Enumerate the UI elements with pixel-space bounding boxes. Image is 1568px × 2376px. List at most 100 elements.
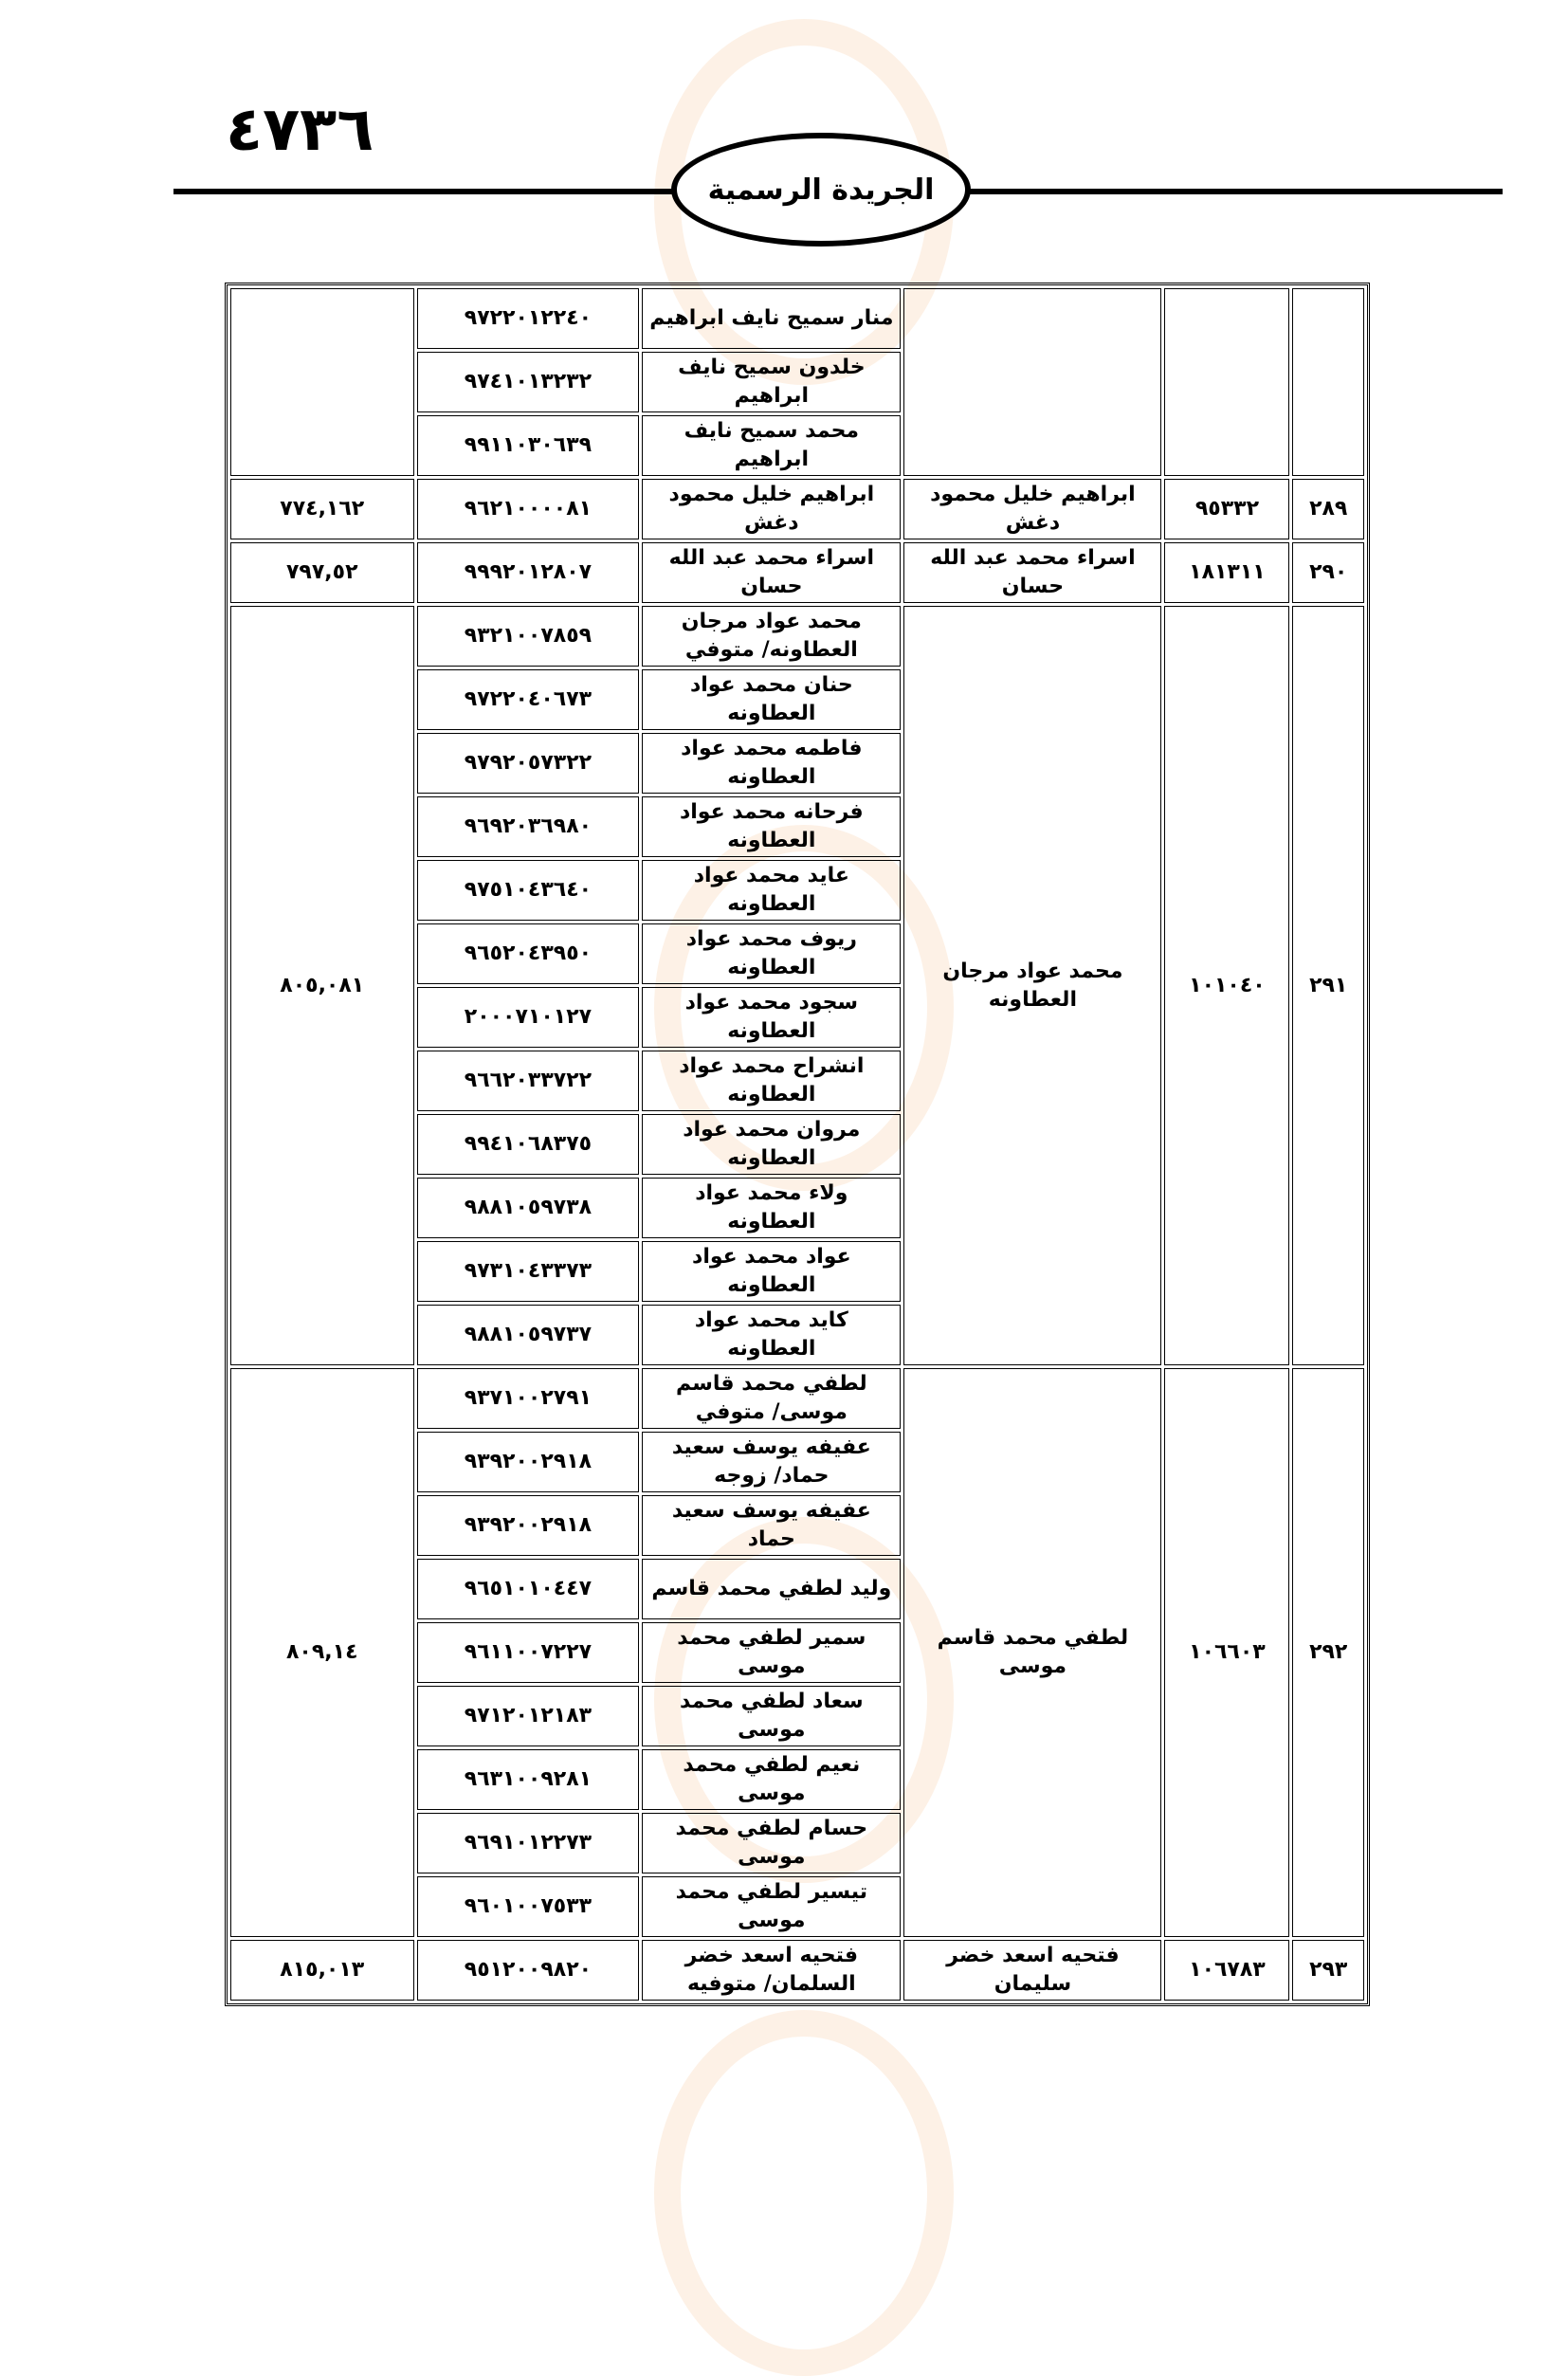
table-row: نعيم لطفي محمد موسى ٩٦٣١٠٠٩٢٨١ <box>230 1749 1364 1810</box>
national-id-cell: ٩٦٩١٠١٢٢٧٣ <box>416 1813 640 1873</box>
heir-name-cell: اسراء محمد عبد الله حسان <box>642 542 902 603</box>
national-id-cell: ٩٦٥٢٠٤٣٩٥٠ <box>416 923 640 984</box>
heir-name-cell: خلدون سميح نايف ابراهيم <box>642 352 902 412</box>
number-cell: ٩٥٣٣٢ <box>1164 479 1290 539</box>
national-id-cell: ٩٣٢١٠٠٧٨٥٩ <box>416 606 640 667</box>
page-number: ٤٧٣٦ <box>226 95 374 165</box>
table-row: وليد لطفي محمد قاسم ٩٦٥١٠١٠٤٤٧ <box>230 1559 1364 1619</box>
heir-name-cell: فرحانه محمد عواد العطاونه <box>642 796 902 857</box>
table-row: محمد سميح نايف ابراهيم ٩٩١١٠٣٠٦٣٩ <box>230 415 1364 476</box>
heir-name-cell: عواد محمد عواد العطاونه <box>642 1241 902 1302</box>
heir-name-cell: تيسير لطفي محمد موسى <box>642 1876 902 1937</box>
number-cell: ١٠٦٦٠٣ <box>1164 1368 1290 1937</box>
heirs-table: منار سميح نايف ابراهيم ٩٧٢٢٠١٢٢٤٠ خلدون سم… <box>225 283 1370 2006</box>
heir-name-cell: محمد سميح نايف ابراهيم <box>642 415 902 476</box>
deceased-name-cell <box>903 288 1162 476</box>
national-id-cell: ٩٦١١٠٠٧٢٢٧ <box>416 1622 640 1683</box>
heir-name-cell: محمد عواد مرجان العطاونه/ متوفي <box>642 606 902 667</box>
table-row: ٢٨٩ ٩٥٣٣٢ ابراهيم خليل محمود دغش ابراهيم خل… <box>230 479 1364 539</box>
amount-cell: ٧٩٧,٥٢ <box>230 542 414 603</box>
amount-cell <box>230 288 414 476</box>
table-row: سمير لطفي محمد موسى ٩٦١١٠٠٧٢٢٧ <box>230 1622 1364 1683</box>
national-id-cell: ٩٧٩٢٠٥٧٣٢٢ <box>416 733 640 794</box>
deceased-name-cell: اسراء محمد عبد الله حسان <box>903 542 1162 603</box>
national-id-cell: ٩٦٣١٠٠٩٢٨١ <box>416 1749 640 1810</box>
gazette-header-oval: الجريدة الرسمية <box>671 133 971 247</box>
table-row: ريوف محمد عواد العطاونه ٩٦٥٢٠٤٣٩٥٠ <box>230 923 1364 984</box>
national-id-cell: ٩٣٧١٠٠٢٧٩١ <box>416 1368 640 1429</box>
watermark-logo <box>654 2010 954 2376</box>
national-id-cell: ٩٦٢١٠٠٠٠٨١ <box>416 479 640 539</box>
national-id-cell: ٩٦٩٢٠٣٦٩٨٠ <box>416 796 640 857</box>
serial-cell: ٢٩١ <box>1292 606 1364 1365</box>
national-id-cell: ٩٨٨١٠٥٩٧٣٨ <box>416 1178 640 1238</box>
national-id-cell: ٩٧١٢٠١٢١٨٣ <box>416 1686 640 1746</box>
deceased-name-cell: ابراهيم خليل محمود دغش <box>903 479 1162 539</box>
table-row: عفيفه يوسف سعيد حماد ٩٣٩٢٠٠٢٩١٨ <box>230 1495 1364 1556</box>
number-cell <box>1164 288 1290 476</box>
table-row: مروان محمد عواد العطاونه ٩٩٤١٠٦٨٣٧٥ <box>230 1114 1364 1175</box>
table-row: سعاد لطفي محمد موسى ٩٧١٢٠١٢١٨٣ <box>230 1686 1364 1746</box>
national-id-cell: ٩٦٠١٠٠٧٥٣٣ <box>416 1876 640 1937</box>
heir-name-cell: وليد لطفي محمد قاسم <box>642 1559 902 1619</box>
table-row: ٢٩٠ ١٨١٣١١ اسراء محمد عبد الله حسان اسراء م… <box>230 542 1364 603</box>
table-row: منار سميح نايف ابراهيم ٩٧٢٢٠١٢٢٤٠ <box>230 288 1364 476</box>
national-id-cell: ٩٦٥١٠١٠٤٤٧ <box>416 1559 640 1619</box>
heir-name-cell: نعيم لطفي محمد موسى <box>642 1749 902 1810</box>
national-id-cell: ٩٩٤١٠٦٨٣٧٥ <box>416 1114 640 1175</box>
heir-name-cell: ولاء محمد عواد العطاونه <box>642 1178 902 1238</box>
table-row: ٢٩٢ ١٠٦٦٠٣ لطفي محمد قاسم موسى لطفي محمد قا… <box>230 1368 1364 1937</box>
heir-name-cell: لطفي محمد قاسم موسى/ متوفي <box>642 1368 902 1429</box>
table-row: انشراح محمد عواد العطاونه ٩٦٦٢٠٣٣٧٢٢ <box>230 1051 1364 1111</box>
table-row: عايد محمد عواد العطاونه ٩٧٥١٠٤٣٦٤٠ <box>230 860 1364 921</box>
amount-cell: ٨٠٥,٠٨١ <box>230 606 414 1365</box>
table-row: حنان محمد عواد العطاونه ٩٧٢٢٠٤٠٦٧٣ <box>230 669 1364 730</box>
serial-cell: ٢٩٠ <box>1292 542 1364 603</box>
serial-cell <box>1292 288 1364 476</box>
national-id-cell: ٩٣٩٢٠٠٢٩١٨ <box>416 1432 640 1492</box>
heir-name-cell: حسام لطفي محمد موسى <box>642 1813 902 1873</box>
table-row: تيسير لطفي محمد موسى ٩٦٠١٠٠٧٥٣٣ <box>230 1876 1364 1937</box>
table-row: ولاء محمد عواد العطاونه ٩٨٨١٠٥٩٧٣٨ <box>230 1178 1364 1238</box>
national-id-cell: ٩٩١١٠٣٠٦٣٩ <box>416 415 640 476</box>
heir-name-cell: سجود محمد عواد العطاونه <box>642 987 902 1048</box>
deceased-name-cell: محمد عواد مرجان العطاونه <box>903 606 1162 1365</box>
heir-name-cell: كايد محمد عواد العطاونه <box>642 1305 902 1365</box>
deceased-name-cell: فتحيه اسعد خضر سليمان <box>903 1940 1162 2001</box>
national-id-cell: ٩٧٢٢٠١٢٢٤٠ <box>416 288 640 349</box>
heir-name-cell: انشراح محمد عواد العطاونه <box>642 1051 902 1111</box>
national-id-cell: ٩٨٨١٠٥٩٧٣٧ <box>416 1305 640 1365</box>
table-row: فرحانه محمد عواد العطاونه ٩٦٩٢٠٣٦٩٨٠ <box>230 796 1364 857</box>
heir-name-cell: ريوف محمد عواد العطاونه <box>642 923 902 984</box>
heir-name-cell: حنان محمد عواد العطاونه <box>642 669 902 730</box>
serial-cell: ٢٩٣ <box>1292 1940 1364 2001</box>
table-row: ٢٩٣ ١٠٦٧٨٣ فتحيه اسعد خضر سليمان فتحيه اسعد… <box>230 1940 1364 2001</box>
table-row: كايد محمد عواد العطاونه ٩٨٨١٠٥٩٧٣٧ <box>230 1305 1364 1365</box>
national-id-cell: ٩٧٤١٠١٣٢٣٢ <box>416 352 640 412</box>
amount-cell: ٨٠٩,١٤ <box>230 1368 414 1937</box>
national-id-cell: ٩٦٦٢٠٣٣٧٢٢ <box>416 1051 640 1111</box>
heir-name-cell: فاطمه محمد عواد العطاونه <box>642 733 902 794</box>
number-cell: ١٠٦٧٨٣ <box>1164 1940 1290 2001</box>
table-row: فاطمه محمد عواد العطاونه ٩٧٩٢٠٥٧٣٢٢ <box>230 733 1364 794</box>
number-cell: ١٠١٠٤٠ <box>1164 606 1290 1365</box>
amount-cell: ٨١٥,٠١٣ <box>230 1940 414 2001</box>
heir-name-cell: منار سميح نايف ابراهيم <box>642 288 902 349</box>
table-row: خلدون سميح نايف ابراهيم ٩٧٤١٠١٣٢٣٢ <box>230 352 1364 412</box>
national-id-cell: ٩٥١٢٠٠٩٨٢٠ <box>416 1940 640 2001</box>
heir-name-cell: عفيفه يوسف سعيد حماد <box>642 1495 902 1556</box>
deceased-name-cell: لطفي محمد قاسم موسى <box>903 1368 1162 1937</box>
heir-name-cell: سعاد لطفي محمد موسى <box>642 1686 902 1746</box>
national-id-cell: ٩٧٣١٠٤٣٣٧٣ <box>416 1241 640 1302</box>
heir-name-cell: عفيفه يوسف سعيد حماد/ زوجه <box>642 1432 902 1492</box>
table-row: سجود محمد عواد العطاونه ٢٠٠٠٧١٠١٢٧ <box>230 987 1364 1048</box>
national-id-cell: ٩٩٩٢٠١٢٨٠٧ <box>416 542 640 603</box>
gazette-title: الجريدة الرسمية <box>707 173 935 207</box>
heir-name-cell: عايد محمد عواد العطاونه <box>642 860 902 921</box>
national-id-cell: ٩٧٥١٠٤٣٦٤٠ <box>416 860 640 921</box>
national-id-cell: ٢٠٠٠٧١٠١٢٧ <box>416 987 640 1048</box>
table-row: عواد محمد عواد العطاونه ٩٧٣١٠٤٣٣٧٣ <box>230 1241 1364 1302</box>
serial-cell: ٢٩٢ <box>1292 1368 1364 1937</box>
heir-name-cell: سمير لطفي محمد موسى <box>642 1622 902 1683</box>
number-cell: ١٨١٣١١ <box>1164 542 1290 603</box>
